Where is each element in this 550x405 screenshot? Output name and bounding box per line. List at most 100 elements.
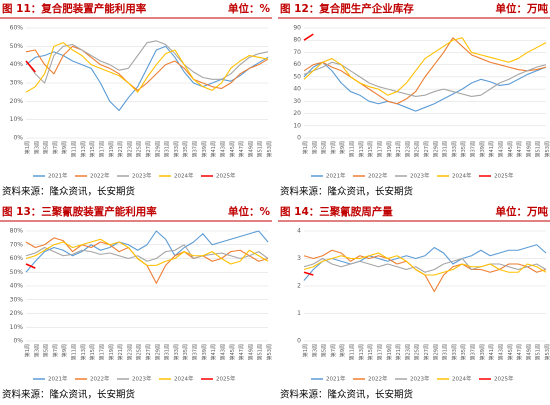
x-tick-label: 第39周 (479, 344, 486, 360)
x-tick-label: 第49周 (247, 344, 254, 360)
x-tick-label: 第45周 (229, 344, 236, 360)
x-tick-label: 第23周 (404, 141, 411, 157)
legend-label: 2023年 (132, 172, 152, 180)
x-tick-label: 第31周 (442, 141, 449, 157)
y-tick-label: 1 (297, 310, 301, 317)
x-tick-label: 第47周 (516, 344, 523, 360)
y-tick-label: 4 (297, 228, 301, 235)
y-tick-label: 20 (293, 110, 301, 117)
legend-label: 2024年 (174, 375, 194, 383)
x-tick-label: 第1周 (24, 344, 31, 357)
x-tick-label: 第15周 (89, 141, 96, 157)
chart-unit: 单位：万吨 (496, 205, 549, 218)
series-line (303, 271, 314, 276)
x-tick-label: 第29周 (154, 141, 161, 157)
x-tick-label: 第9周 (61, 344, 68, 357)
source-note: 资料来源：隆众资讯，长安期货 (280, 389, 413, 401)
x-tick-label: 第49周 (525, 141, 532, 157)
x-tick-label: 第39周 (201, 141, 208, 157)
x-tick-label: 第19周 (386, 141, 393, 157)
x-tick-label: 第27周 (423, 141, 430, 157)
x-tick-label: 第31周 (164, 344, 171, 360)
x-tick-label: 第1周 (302, 344, 309, 357)
x-tick-label: 第23周 (126, 141, 133, 157)
x-tick-label: 第37周 (192, 344, 199, 360)
y-tick-label: 60% (10, 25, 24, 32)
x-tick-label: 第3周 (311, 141, 318, 154)
x-tick-label: 第11周 (71, 344, 78, 360)
x-tick-label: 第33周 (451, 141, 458, 157)
x-tick-label: 第11周 (71, 141, 78, 157)
chart-unit: 单位：% (228, 205, 270, 218)
series-line (303, 244, 547, 281)
x-tick-label: 第23周 (404, 344, 411, 360)
series-line (25, 45, 269, 91)
x-tick-label: 第47周 (238, 141, 245, 157)
legend-label: 2022年 (90, 172, 110, 180)
series-line (303, 257, 547, 273)
series-line (303, 61, 547, 97)
x-tick-label: 第43周 (219, 141, 226, 157)
x-tick-label: 第13周 (358, 344, 365, 360)
x-tick-label: 第51周 (535, 344, 542, 360)
series-line (25, 60, 36, 73)
x-tick-label: 第11周 (349, 141, 356, 157)
x-tick-label: 第51周 (257, 141, 264, 157)
x-tick-label: 第47周 (516, 141, 523, 157)
x-tick-label: 第35周 (460, 141, 467, 157)
x-tick-label: 第19周 (108, 344, 115, 360)
legend-label: 2023年 (132, 375, 152, 383)
legend-label: 2022年 (90, 375, 110, 383)
y-tick-label: 70 (293, 49, 301, 56)
legend-label: 2025年 (216, 172, 236, 180)
series-line (25, 45, 269, 112)
x-tick-label: 第3周 (311, 344, 318, 357)
x-tick-label: 第39周 (201, 344, 208, 360)
y-tick-label: 50% (10, 43, 24, 50)
x-tick-label: 第21周 (395, 141, 402, 157)
chart-unit: 单位：万吨 (496, 2, 549, 15)
x-tick-label: 第31周 (442, 344, 449, 360)
x-tick-label: 第25周 (414, 141, 421, 157)
x-tick-label: 第9周 (61, 141, 68, 154)
legend-label: 2025年 (494, 172, 514, 180)
y-tick-label: 0% (13, 338, 23, 345)
series-line (303, 33, 314, 41)
series-line (25, 244, 269, 262)
y-tick-label: 40% (10, 61, 24, 68)
y-tick-label: 50 (293, 73, 301, 80)
source-note: 资料来源：隆众资讯，长安期货 (280, 186, 413, 198)
y-tick-label: 20% (10, 98, 24, 105)
x-tick-label: 第43周 (497, 141, 504, 157)
x-tick-label: 第3周 (33, 344, 40, 357)
x-tick-label: 第19周 (386, 344, 393, 360)
y-tick-label: 30 (293, 98, 301, 105)
y-tick-label: 2 (297, 283, 301, 290)
legend-label: 2021年 (326, 375, 346, 383)
legend-label: 2024年 (452, 375, 472, 383)
y-tick-label: 60% (10, 255, 24, 262)
x-tick-label: 第35周 (182, 141, 189, 157)
y-tick-label: 0% (13, 135, 23, 142)
x-tick-label: 第15周 (367, 344, 374, 360)
x-tick-label: 第15周 (89, 344, 96, 360)
x-tick-label: 第31周 (164, 141, 171, 157)
x-tick-label: 第43周 (497, 344, 504, 360)
x-tick-label: 第45周 (507, 344, 514, 360)
x-tick-label: 第17周 (376, 141, 383, 157)
x-tick-label: 第35周 (182, 344, 189, 360)
series-line (25, 263, 36, 269)
x-tick-label: 第37周 (470, 141, 477, 157)
x-tick-label: 第47周 (238, 344, 245, 360)
x-tick-label: 第5周 (43, 344, 50, 357)
x-tick-label: 第17周 (98, 344, 105, 360)
x-tick-label: 第45周 (229, 141, 236, 157)
y-tick-label: 80 (293, 37, 301, 44)
y-tick-label: 90 (293, 25, 301, 32)
y-tick-label: 30% (10, 296, 24, 303)
x-tick-label: 第37周 (470, 344, 477, 360)
x-tick-label: 第53周 (544, 141, 550, 157)
source-note: 资料来源：隆众资讯，长安期货 (2, 389, 135, 401)
x-tick-label: 第51周 (257, 344, 264, 360)
